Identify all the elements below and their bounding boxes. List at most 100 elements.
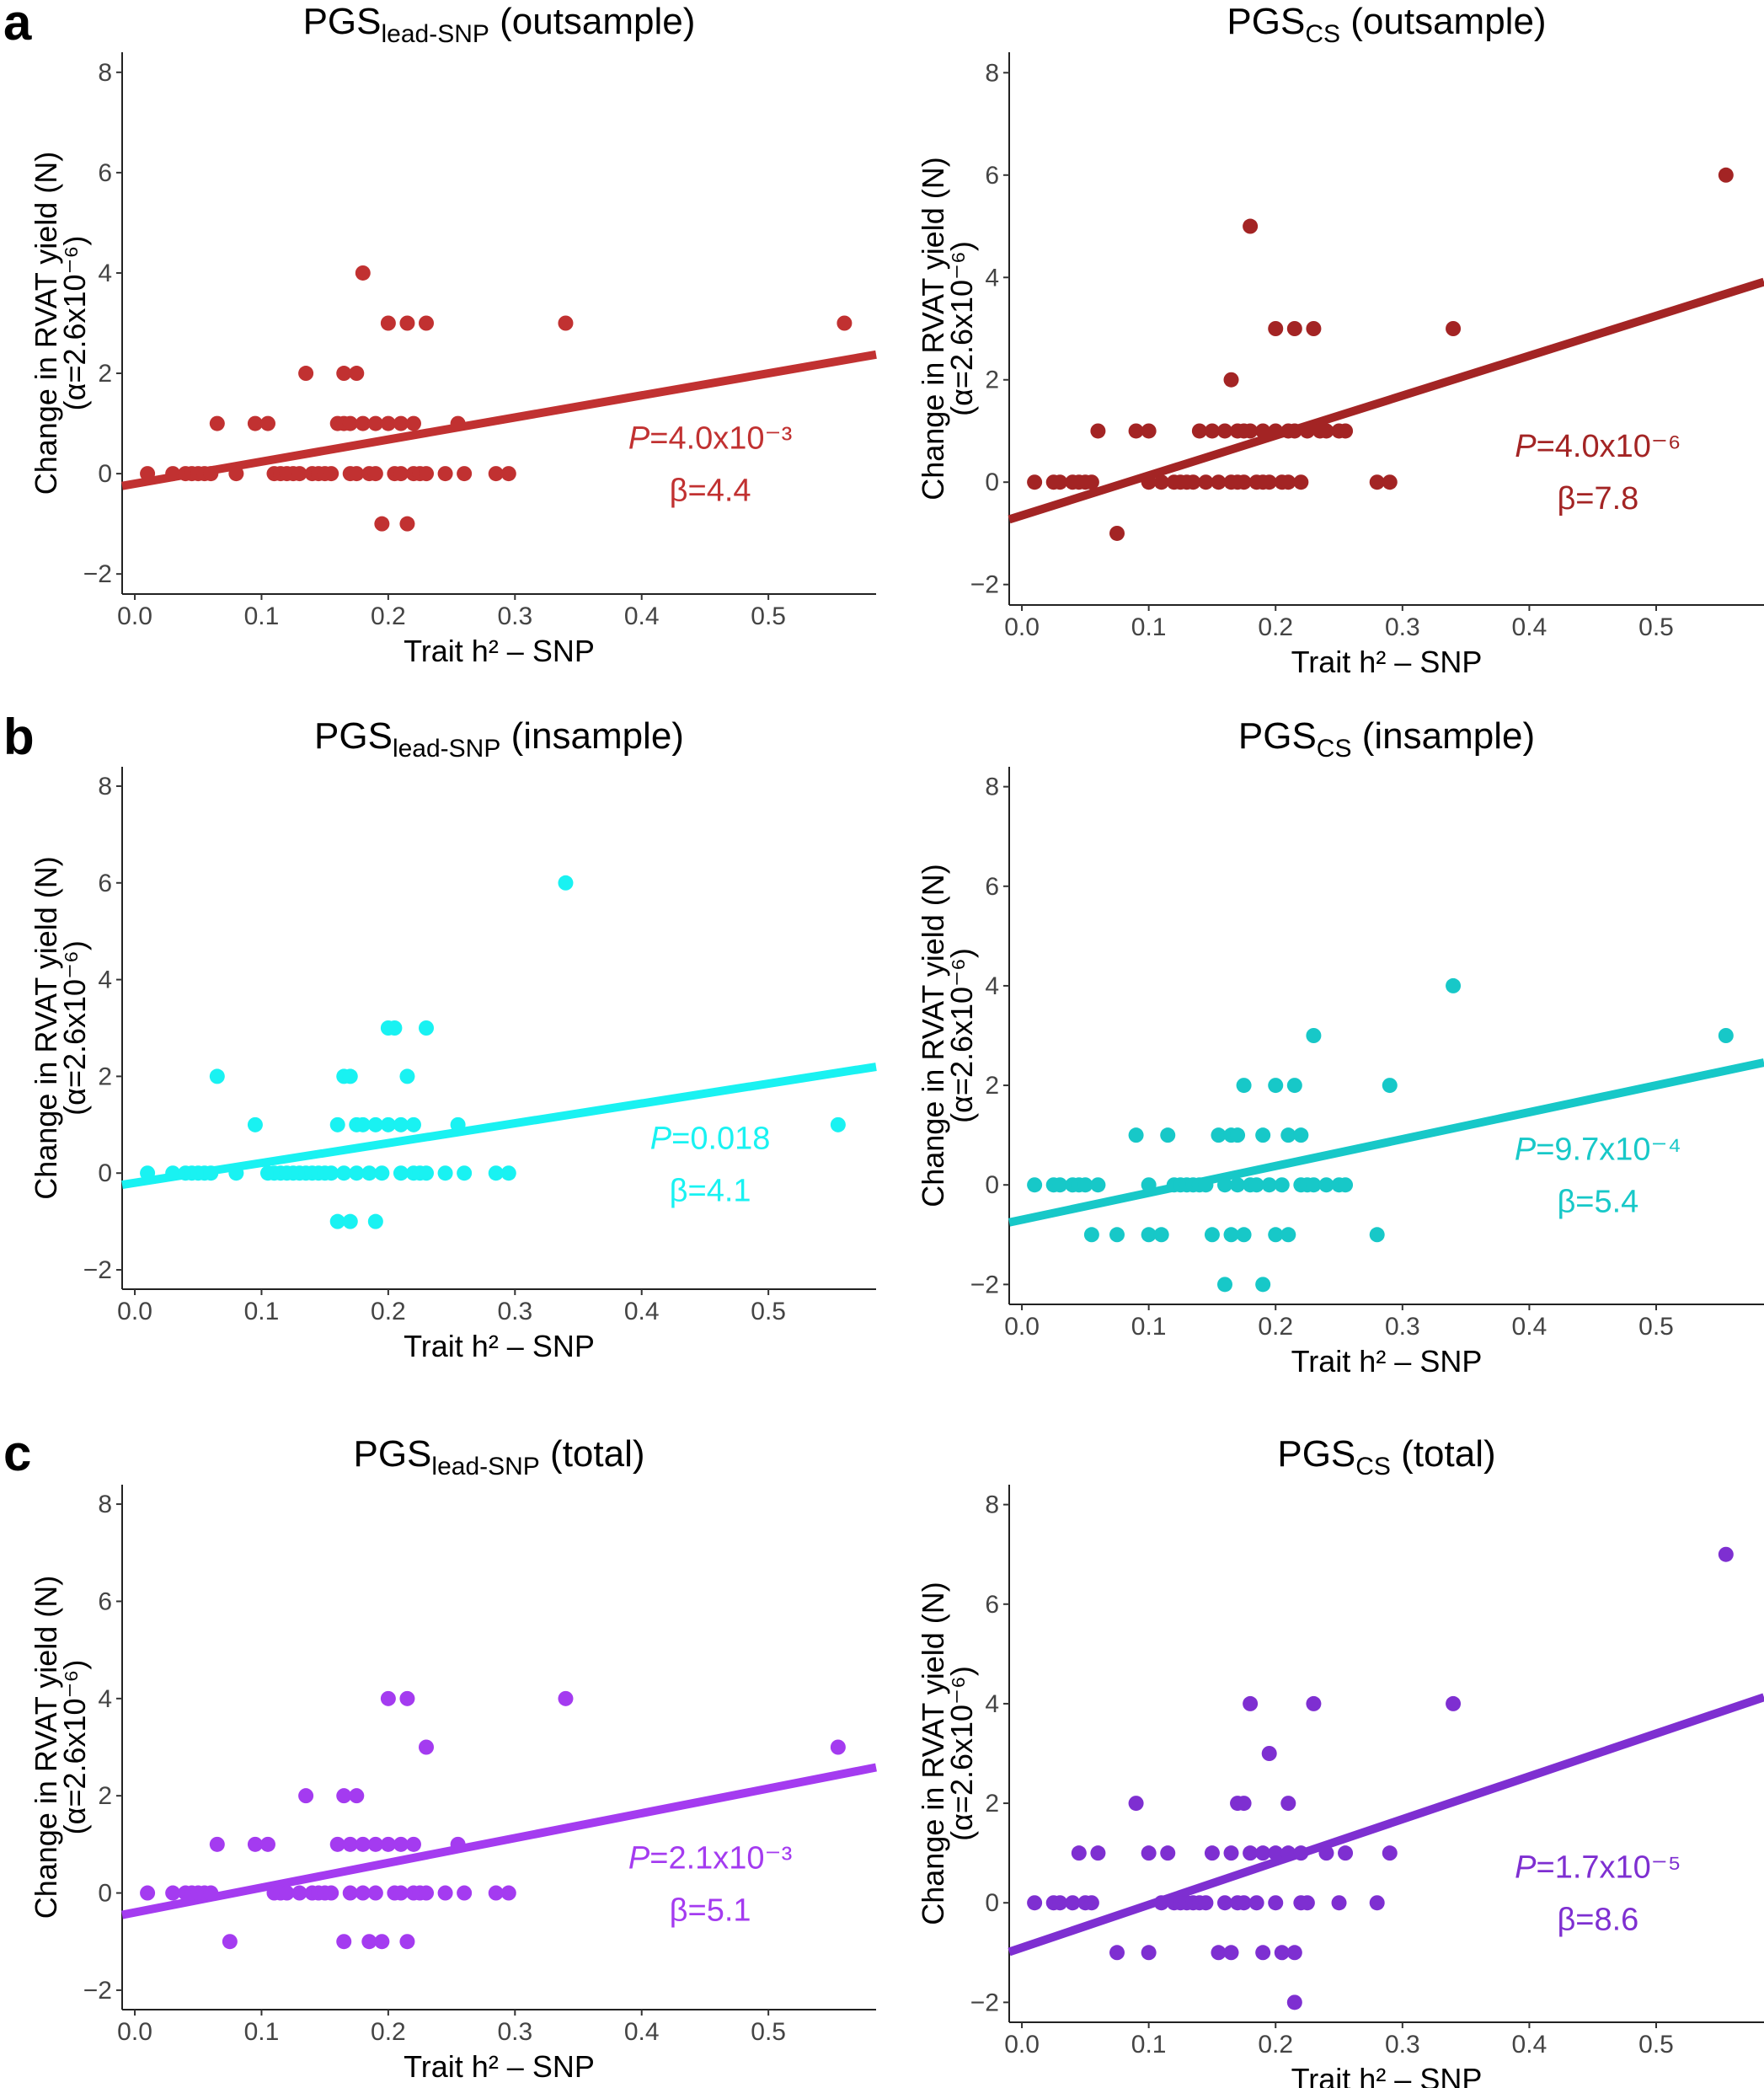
p-value-annotation: P=9.7x10⁻⁴ <box>1515 1132 1681 1168</box>
y-tick-label: 0 <box>98 1880 112 1908</box>
y-tick-label: 2 <box>98 1782 112 1810</box>
data-point <box>419 315 435 331</box>
chart-panel-3: PGSlead-SNP (insample) −2 0 2 4 6 8 0.0 0.1 0.2 0.… <box>29 715 877 1363</box>
regression-line <box>121 1063 877 1189</box>
data-point <box>1236 1796 1252 1812</box>
data-point <box>1268 321 1284 336</box>
data-point <box>247 1836 263 1852</box>
y-tick-label: 0 <box>98 1159 112 1187</box>
data-point <box>1141 1227 1157 1243</box>
data-point <box>336 1934 352 1950</box>
data-point <box>393 1836 409 1852</box>
y-axis-label: Change in RVAT yield (N) <box>916 1582 950 1925</box>
data-point <box>1255 1845 1271 1861</box>
y-tick-label: 6 <box>985 873 999 901</box>
data-point <box>1027 474 1043 490</box>
data-point <box>393 1165 409 1181</box>
data-point <box>1160 1127 1176 1143</box>
x-tick-label: 0.0 <box>1004 613 1040 641</box>
data-point <box>298 1788 314 1804</box>
y-tick-label: 6 <box>985 162 999 190</box>
data-point <box>837 315 853 331</box>
x-tick-label: 0.4 <box>624 1298 660 1325</box>
data-point <box>1211 1127 1227 1143</box>
y-tick-label: 4 <box>98 966 112 994</box>
x-tick-label: 0.5 <box>751 2018 786 2046</box>
data-point <box>1382 1078 1398 1094</box>
data-point <box>1141 1177 1157 1193</box>
data-point <box>1191 423 1207 439</box>
data-point <box>1338 1845 1354 1861</box>
data-point <box>1382 1845 1398 1861</box>
x-tick-label: 0.2 <box>1258 613 1293 641</box>
data-point <box>1243 1695 1259 1711</box>
data-point <box>1718 1546 1734 1562</box>
x-tick-label: 0.2 <box>371 602 406 630</box>
data-point <box>457 466 473 482</box>
chart-title: PGSCS (insample) <box>1238 715 1535 763</box>
y-tick-label: 6 <box>98 870 112 897</box>
data-point <box>405 1836 421 1852</box>
data-point <box>1223 1845 1239 1861</box>
data-point <box>1071 1845 1087 1861</box>
y-tick-label: −2 <box>970 1271 999 1298</box>
data-point <box>1211 1945 1227 1961</box>
data-point <box>1306 1177 1322 1193</box>
data-point <box>1223 1227 1239 1243</box>
data-point <box>1236 1895 1252 1911</box>
data-point <box>203 466 219 482</box>
chart-panel-1: PGSlead-SNP (outsample) −2 0 2 4 6 8 0.0 0.1 0.2 0… <box>29 1 877 668</box>
y-tick-label: 8 <box>985 1491 999 1519</box>
data-point <box>1446 977 1462 993</box>
data-point <box>323 1165 339 1181</box>
data-point <box>1090 423 1106 439</box>
y-tick-label: 6 <box>98 1587 112 1615</box>
data-point <box>1153 1227 1169 1243</box>
data-point <box>367 1836 383 1852</box>
data-point <box>342 1885 358 1901</box>
data-point <box>1248 1177 1264 1193</box>
data-point <box>500 466 516 482</box>
regression-line <box>1008 277 1764 524</box>
data-point <box>342 1068 358 1084</box>
data-point <box>457 1165 473 1181</box>
data-point <box>140 466 156 482</box>
data-point <box>387 1020 403 1036</box>
data-point <box>1243 218 1259 234</box>
data-point <box>1128 1796 1144 1812</box>
data-point <box>1718 167 1734 183</box>
x-tick-label: 0.5 <box>1638 613 1674 641</box>
data-point <box>1446 321 1462 336</box>
data-point <box>393 466 409 482</box>
beta-annotation: β=4.4 <box>670 473 751 508</box>
data-point <box>1369 474 1385 490</box>
data-point <box>259 415 275 431</box>
data-point <box>1280 1227 1296 1243</box>
data-point <box>419 1885 435 1901</box>
data-point <box>323 466 339 482</box>
data-point <box>259 1836 275 1852</box>
data-point <box>374 1934 390 1950</box>
x-axis-label: Trait h² – SNP <box>1291 645 1483 679</box>
y-tick-label: 0 <box>98 460 112 488</box>
data-point <box>329 1836 345 1852</box>
data-point <box>1217 1895 1232 1911</box>
data-point <box>298 366 314 382</box>
data-point <box>1141 423 1157 439</box>
data-point <box>1141 1845 1157 1861</box>
chart-title: PGSlead-SNP (outsample) <box>303 1 696 48</box>
data-point <box>1217 1277 1232 1293</box>
data-point <box>355 265 371 281</box>
x-tick-label: 0.0 <box>1004 1313 1040 1341</box>
y-axis-label: Change in RVAT yield (N) <box>916 157 950 501</box>
data-point <box>1128 1127 1144 1143</box>
data-point <box>830 1739 846 1755</box>
data-point <box>500 1885 516 1901</box>
data-point <box>1268 1227 1284 1243</box>
data-point <box>1153 474 1169 490</box>
data-point <box>1255 1277 1271 1293</box>
data-point <box>1306 1028 1322 1043</box>
y-axis-sublabel: (α=2.6x10⁻⁶) <box>57 940 92 1116</box>
data-point <box>1217 1177 1232 1193</box>
data-point <box>558 1690 574 1706</box>
